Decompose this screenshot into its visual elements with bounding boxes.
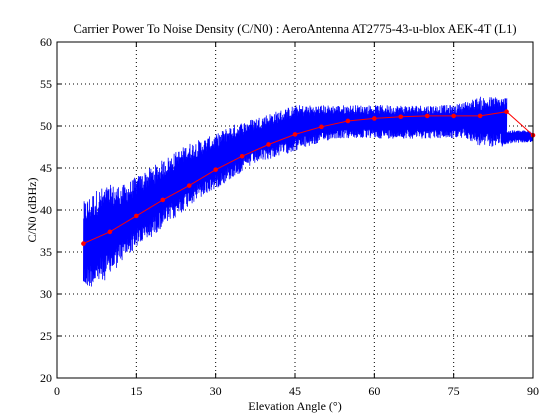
x-tick-label: 75 — [448, 384, 460, 398]
mean-point — [107, 229, 113, 235]
mean-point — [134, 213, 139, 219]
mean-point — [504, 109, 509, 115]
mean-point — [451, 113, 456, 119]
y-tick-label: 55 — [40, 77, 52, 91]
x-tick-label: 0 — [54, 384, 60, 398]
y-tick-label: 35 — [40, 245, 52, 259]
mean-point — [398, 114, 404, 120]
mean-point — [372, 116, 377, 121]
y-axis-title: C/N0 (dBHz) — [25, 178, 39, 243]
mean-point — [477, 113, 483, 119]
x-tick-label: 15 — [130, 384, 142, 398]
y-tick-label: 30 — [40, 287, 52, 301]
x-tick-label: 90 — [527, 384, 539, 398]
y-tick-label: 40 — [40, 203, 52, 217]
mean-point — [213, 167, 218, 172]
mean-point — [160, 197, 166, 203]
mean-point — [266, 142, 271, 147]
x-tick-label: 45 — [289, 384, 301, 398]
raw-tail-series — [500, 130, 534, 147]
mean-point — [345, 118, 351, 124]
mean-point — [319, 124, 324, 130]
mean-point — [239, 153, 245, 159]
y-tick-label: 60 — [40, 35, 52, 49]
raw-band-series — [83, 96, 508, 287]
chart-title: Carrier Power To Noise Density (C/N0) : … — [73, 22, 516, 36]
mean-point — [424, 113, 430, 119]
axis-ticks: 0 15 30 45 60 75 90 20 25 30 35 40 45 50 55 60 — [40, 35, 539, 398]
raw-data-band — [83, 96, 534, 287]
y-tick-label: 25 — [40, 329, 52, 343]
mean-line — [83, 111, 534, 245]
y-tick-label: 20 — [40, 371, 52, 385]
x-axis-title: Elevation Angle (°) — [248, 399, 341, 413]
x-tick-label: 30 — [210, 384, 222, 398]
y-tick-label: 50 — [40, 119, 52, 133]
mean-point — [81, 241, 86, 246]
mean-point — [186, 183, 192, 188]
x-tick-label: 60 — [368, 384, 380, 398]
mean-point — [292, 132, 298, 137]
y-tick-label: 45 — [40, 161, 52, 175]
